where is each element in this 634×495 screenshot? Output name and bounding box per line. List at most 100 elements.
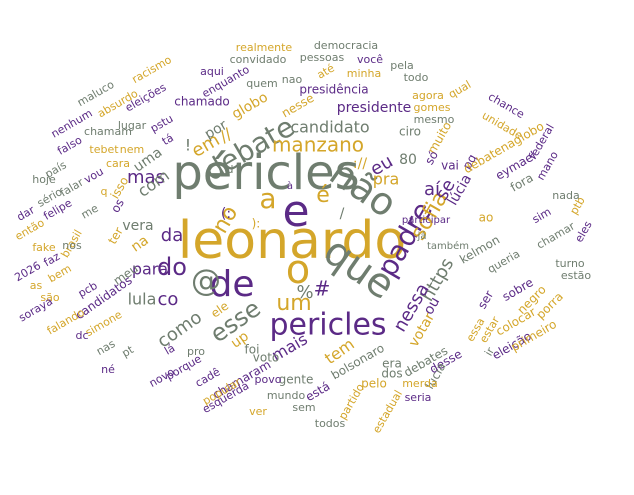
cloud-word: péricles bbox=[172, 145, 359, 201]
cloud-word: todos bbox=[315, 417, 346, 430]
cloud-word: pra bbox=[373, 170, 400, 189]
cloud-word: do bbox=[157, 253, 187, 281]
cloud-word: 80 bbox=[399, 152, 417, 168]
cloud-word: chamar bbox=[534, 219, 577, 251]
cloud-word: vou bbox=[82, 165, 106, 186]
cloud-word: a bbox=[259, 182, 276, 215]
cloud-word: são bbox=[40, 291, 59, 304]
cloud-word: globo bbox=[229, 89, 271, 122]
cloud-word: candidato bbox=[290, 118, 369, 137]
cloud-word: gente bbox=[279, 373, 314, 387]
cloud-word: de bbox=[210, 264, 255, 305]
cloud-word: % bbox=[296, 282, 313, 303]
cloud-word: nos bbox=[62, 239, 82, 252]
cloud-word: para bbox=[132, 260, 168, 279]
cloud-word: minha bbox=[347, 67, 381, 80]
cloud-word: turno bbox=[555, 257, 585, 270]
cloud-word: aqui bbox=[200, 65, 224, 78]
cloud-word: só bbox=[422, 148, 441, 167]
cloud-word: vai bbox=[441, 159, 459, 173]
cloud-word: leonardo bbox=[178, 211, 406, 271]
cloud-word: / bbox=[340, 206, 345, 222]
cloud-word: lula bbox=[128, 290, 157, 309]
cloud-word: ver bbox=[249, 405, 267, 418]
cloud-word: voto bbox=[253, 351, 280, 365]
cloud-word: participar bbox=[402, 215, 451, 226]
cloud-word: até bbox=[315, 61, 337, 81]
cloud-word: pq bbox=[460, 152, 480, 172]
cloud-word: na bbox=[128, 232, 151, 255]
cloud-word: falar bbox=[58, 175, 87, 199]
cloud-word: povo bbox=[255, 373, 282, 386]
cloud-word: soraya bbox=[16, 295, 55, 325]
cloud-word: democracia bbox=[314, 39, 378, 52]
cloud-word: agora bbox=[412, 89, 444, 102]
cloud-word: e bbox=[282, 186, 309, 237]
cloud-word: nem bbox=[120, 143, 144, 156]
cloud-word: nao bbox=[282, 73, 303, 86]
cloud-word: :// bbox=[353, 156, 367, 172]
cloud-word: dos bbox=[381, 367, 402, 381]
cloud-word: você bbox=[357, 53, 383, 66]
cloud-word: lugar bbox=[118, 119, 147, 132]
cloud-word: quem bbox=[246, 77, 277, 90]
cloud-word: queria bbox=[485, 247, 522, 276]
cloud-word: à bbox=[287, 180, 293, 192]
cloud-word: todo bbox=[404, 71, 429, 84]
cloud-word: pessoas bbox=[300, 51, 345, 64]
cloud-word: racismo bbox=[130, 53, 174, 86]
cloud-word: # bbox=[314, 277, 331, 301]
cloud-word: mesmo bbox=[414, 113, 455, 126]
cloud-word: pelo bbox=[361, 377, 387, 391]
cloud-word: era bbox=[382, 357, 402, 371]
cloud-word: pt bbox=[120, 343, 137, 360]
cloud-word: ciro bbox=[399, 125, 421, 139]
cloud-word: né bbox=[101, 363, 115, 376]
cloud-word: (: bbox=[221, 206, 231, 222]
cloud-word: ): bbox=[252, 217, 261, 231]
cloud-word: @ bbox=[191, 264, 221, 299]
cloud-word: convidado bbox=[230, 53, 287, 66]
cloud-word: vera bbox=[122, 218, 153, 234]
cloud-word: o bbox=[286, 247, 310, 293]
cloud-word: as bbox=[30, 279, 43, 292]
cloud-word: me bbox=[79, 201, 101, 221]
cloud-word: presidência bbox=[299, 83, 368, 97]
cloud-word: cara bbox=[106, 157, 130, 170]
cloud-word: merda bbox=[402, 377, 438, 390]
cloud-word: foi bbox=[245, 343, 260, 357]
cloud-word: co bbox=[158, 289, 179, 310]
cloud-word: qual bbox=[446, 78, 473, 101]
cloud-word: tebet bbox=[89, 143, 119, 156]
cloud-word: ou bbox=[421, 294, 444, 317]
cloud-word: um bbox=[276, 291, 311, 316]
cloud-word: pstu bbox=[148, 112, 175, 135]
cloud-word: pro bbox=[187, 345, 205, 358]
cloud-word: ser bbox=[475, 288, 496, 311]
cloud-word: gomes bbox=[414, 101, 451, 114]
cloud-word: pericles bbox=[269, 308, 386, 343]
cloud-word: mas bbox=[127, 167, 165, 188]
cloud-word: mundo bbox=[267, 389, 306, 402]
cloud-word: estadual bbox=[370, 388, 405, 435]
cloud-word: ao bbox=[479, 211, 494, 225]
cloud-word: estão bbox=[561, 269, 592, 282]
cloud-word: partido bbox=[336, 381, 367, 422]
cloud-word: nada bbox=[552, 189, 579, 202]
cloud-word: hoje bbox=[32, 173, 56, 186]
cloud-word: d bbox=[227, 163, 234, 176]
cloud-word: também bbox=[427, 240, 469, 252]
cloud-word: é bbox=[316, 183, 330, 208]
cloud-word: pela bbox=[390, 59, 414, 72]
cloud-word: já bbox=[417, 230, 427, 242]
cloud-word: da bbox=[161, 225, 183, 246]
cloud-word: manzano bbox=[272, 133, 364, 157]
cloud-word: seria bbox=[405, 391, 432, 404]
cloud-word: q bbox=[101, 185, 108, 198]
cloud-word: eles bbox=[572, 219, 595, 245]
cloud-word: sem bbox=[292, 401, 315, 414]
cloud-word: os bbox=[108, 196, 127, 215]
cloud-word: realmente bbox=[236, 41, 293, 54]
